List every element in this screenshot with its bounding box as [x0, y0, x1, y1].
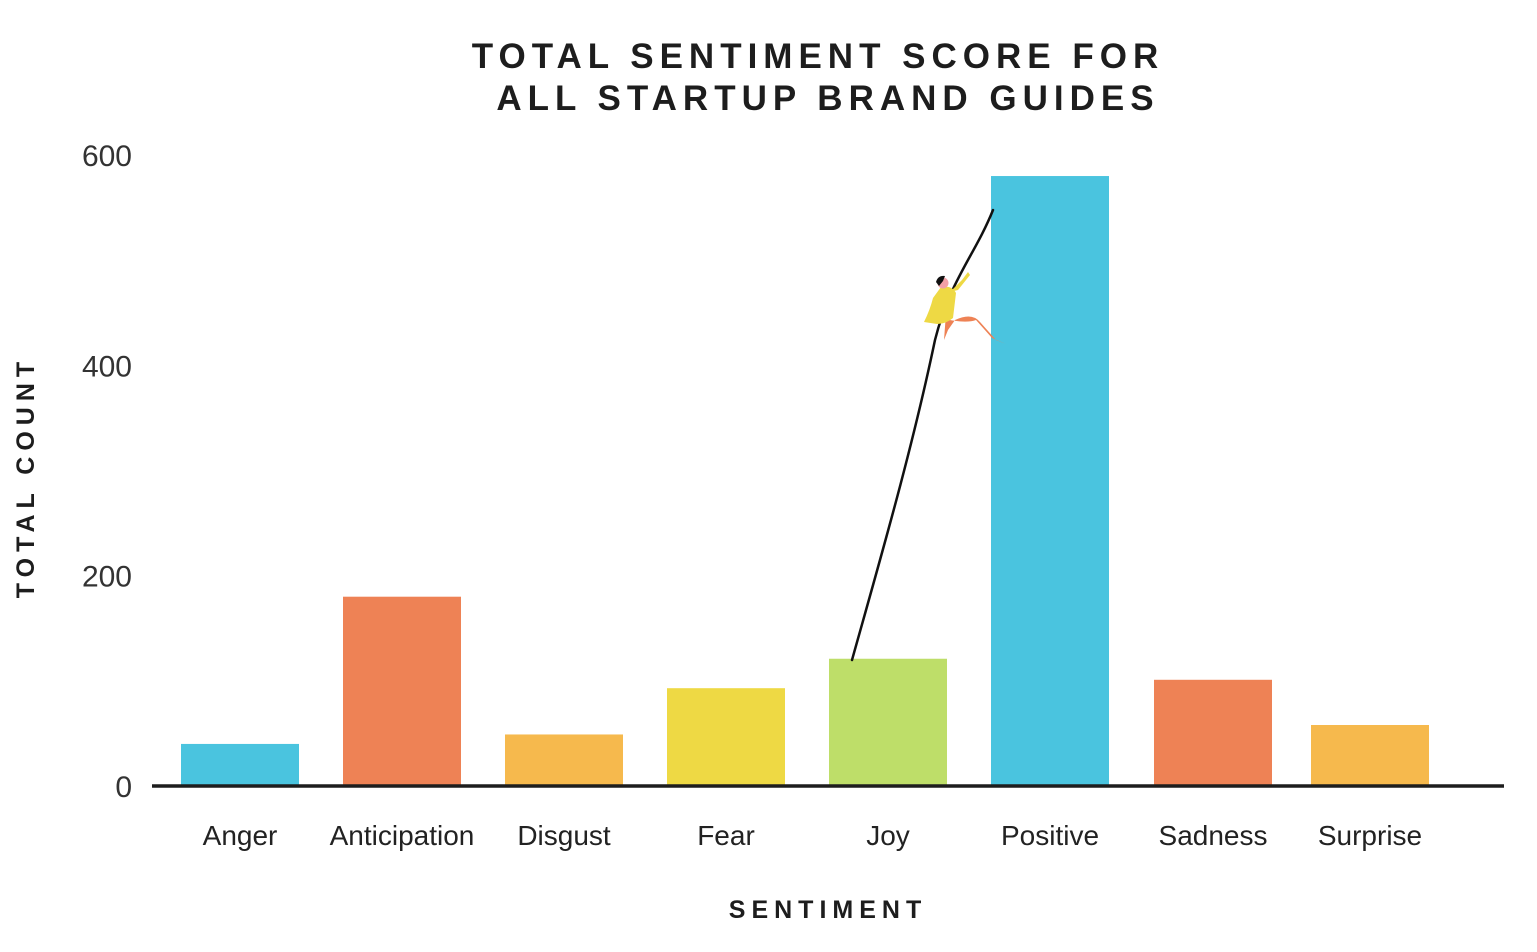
bar-disgust — [505, 734, 623, 786]
x-axis-title: SENTIMENT — [729, 896, 927, 924]
y-tick-label-400: 400 — [82, 350, 132, 383]
bar-joy — [829, 658, 947, 786]
y-axis-title: TOTAL COUNT — [12, 356, 40, 598]
y-axis-ticks: 0 200 400 600 — [82, 140, 132, 804]
bar-sadness — [1154, 679, 1272, 786]
y-tick-label-200: 200 — [82, 561, 132, 594]
climber-on-rope-icon — [850, 208, 1006, 662]
x-tick-label-surprise: Surprise — [1318, 820, 1422, 851]
y-tick-label-0: 0 — [115, 771, 132, 804]
x-tick-label-anticipation: Anticipation — [330, 820, 475, 851]
x-tick-label-anger: Anger — [203, 820, 278, 851]
x-tick-label-fear: Fear — [697, 820, 755, 851]
chart-title-line-1: TOTAL SENTIMENT SCORE FOR — [472, 37, 1165, 76]
x-axis-category-labels: Anger Anticipation Disgust Fear Joy Positive S… — [203, 820, 1422, 851]
chart-title-line-2: ALL STARTUP BRAND GUIDES — [496, 79, 1159, 118]
x-tick-label-joy: Joy — [866, 820, 910, 851]
bar-fear — [667, 688, 785, 786]
bar-surprise — [1311, 725, 1429, 786]
x-tick-label-positive: Positive — [1001, 820, 1099, 851]
bars — [181, 176, 1429, 787]
bar-anger — [181, 743, 299, 786]
bar-anticipation — [343, 596, 461, 786]
y-tick-label-600: 600 — [82, 140, 132, 173]
x-tick-label-disgust: Disgust — [517, 820, 611, 851]
x-tick-label-sadness: Sadness — [1159, 820, 1268, 851]
bar-positive — [991, 176, 1109, 787]
